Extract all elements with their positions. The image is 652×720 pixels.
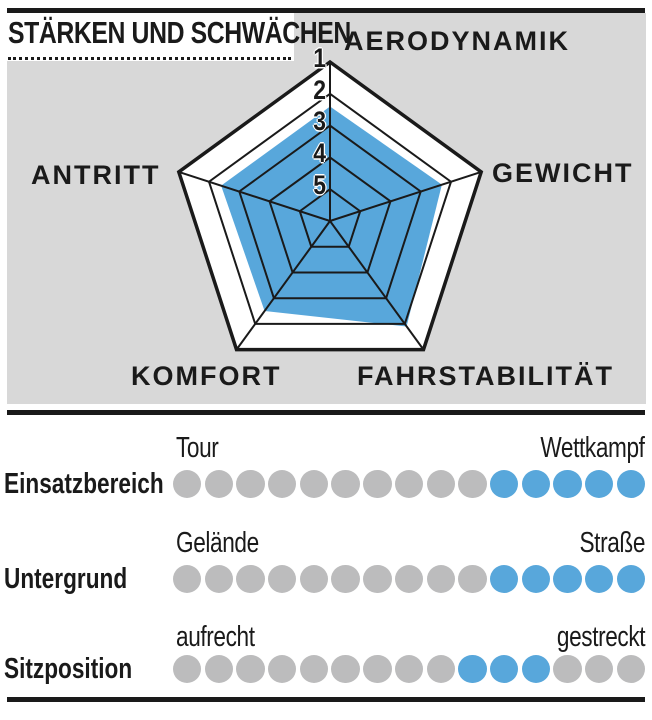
rating-dot-filled — [521, 470, 550, 499]
rating-dot-empty — [426, 655, 455, 684]
radar-outer-ring — [176, 59, 484, 352]
rating-dot-empty — [458, 565, 487, 594]
rating-right-label-strasse: Straße — [579, 527, 645, 559]
radar-axis-label-fahrstabilitaet: FAHRSTABILITÄT — [357, 361, 614, 391]
rating-dots-einsatzbereich — [173, 470, 646, 499]
rating-left-label-tour: Tour — [176, 432, 219, 464]
rating-dot-filled — [458, 655, 487, 684]
radar-axis-spoke — [235, 220, 331, 351]
rating-dot-empty — [458, 470, 487, 499]
rating-dot-empty — [584, 655, 614, 684]
radar-axis-spoke — [329, 170, 482, 222]
title-box: STÄRKEN UND SCHWÄCHEN — [7, 13, 351, 61]
rating-dots-untergrund — [173, 565, 646, 594]
rating-dot-empty — [268, 655, 297, 684]
rating-dots-sitzposition — [173, 655, 646, 684]
rating-dot-empty — [363, 655, 392, 684]
radar-scale-tick-3: 3 — [313, 106, 326, 136]
rating-left-label-aufrecht: aufrecht — [176, 621, 255, 653]
rating-dot-empty — [173, 470, 202, 499]
rating-row-label-einsatzbereich: Einsatzbereich — [4, 468, 164, 500]
rating-dot-filled — [521, 655, 550, 684]
rating-dot-empty — [394, 470, 424, 499]
rating-dot-empty — [173, 655, 202, 684]
radar-grid-ring-3 — [238, 124, 422, 300]
radar-scale-tick-5: 5 — [313, 170, 326, 200]
rating-dot-filled — [584, 565, 614, 594]
rating-dot-filled — [489, 565, 519, 594]
middle-divider — [7, 410, 645, 415]
rating-dot-empty — [173, 565, 202, 594]
radar-scale-tick-4: 4 — [313, 138, 326, 168]
rating-dot-empty — [331, 470, 360, 499]
radar-axis-spoke — [178, 170, 331, 222]
rating-dot-filled — [553, 565, 582, 594]
rating-dot-empty — [299, 565, 329, 594]
radar-grid-ring-4 — [268, 156, 392, 274]
rating-dot-filled — [553, 470, 582, 499]
radar-grid-ring-5 — [298, 187, 362, 248]
rating-dot-filled — [489, 655, 519, 684]
rating-dot-empty — [553, 655, 582, 684]
rating-dot-filled — [616, 470, 646, 499]
rating-dot-empty — [394, 655, 424, 684]
rating-row-label-sitzposition: Sitzposition — [4, 653, 133, 685]
page-title: STÄRKEN UND SCHWÄCHEN — [8, 15, 351, 50]
rating-row-label-untergrund: Untergrund — [4, 563, 128, 595]
radar-axis-label-gewicht: GEWICHT — [492, 158, 634, 188]
rating-right-label-wettkampf: Wettkampf — [540, 432, 646, 464]
rating-dot-empty — [236, 470, 265, 499]
rating-dot-empty — [331, 565, 360, 594]
radar-axis-label-antritt: ANTRITT — [31, 160, 161, 190]
rating-dot-empty — [394, 565, 424, 594]
rating-dot-empty — [268, 565, 297, 594]
rating-dot-empty — [268, 470, 297, 499]
rating-dot-empty — [204, 655, 234, 684]
radar-scale-tick-1: 1 — [313, 43, 326, 73]
rating-dot-empty — [204, 565, 234, 594]
rating-dot-filled — [489, 470, 519, 499]
rating-dot-empty — [426, 565, 455, 594]
rating-dot-empty — [363, 565, 392, 594]
bottom-divider — [7, 697, 645, 702]
radar-axis-label-komfort: KOMFORT — [131, 361, 282, 391]
rating-dot-empty — [616, 655, 646, 684]
rating-dot-empty — [363, 470, 392, 499]
rating-dot-empty — [204, 470, 234, 499]
radar-axis-spoke — [329, 220, 425, 351]
rating-dot-empty — [299, 655, 329, 684]
title-dotted-underline — [8, 51, 291, 60]
rating-right-label-gestreckt: gestreckt — [556, 621, 646, 653]
rating-left-label-gelaende: Gelände — [176, 527, 259, 559]
rating-dot-empty — [236, 655, 265, 684]
radar-chart — [176, 59, 484, 352]
rating-dot-filled — [521, 565, 550, 594]
rating-dot-empty — [426, 470, 455, 499]
rating-dot-empty — [236, 565, 265, 594]
radar-axis-label-aerodynamik: AERODYNAMIK — [344, 26, 571, 56]
radar-grid-ring-2 — [207, 92, 453, 325]
rating-dot-empty — [299, 470, 329, 499]
rating-dot-filled — [584, 470, 614, 499]
radar-scale-tick-2: 2 — [313, 75, 326, 105]
radar-value-area — [221, 106, 442, 327]
rating-dot-filled — [616, 565, 646, 594]
rating-dot-empty — [331, 655, 360, 684]
top-divider — [7, 8, 645, 13]
